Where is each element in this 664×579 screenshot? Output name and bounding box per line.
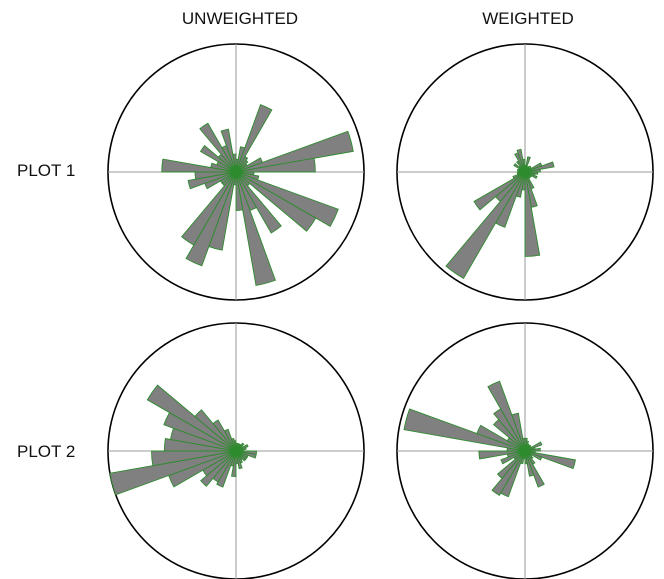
- rose-petal: [232, 153, 237, 173]
- rose-petal: [524, 168, 541, 173]
- rose-petal: [512, 171, 526, 180]
- rose-petal: [223, 428, 237, 452]
- rose-petal: [496, 450, 526, 480]
- rose-petal: [522, 437, 526, 452]
- row-label-plot-2: PLOT 2: [17, 442, 76, 461]
- rose-petal: [524, 450, 528, 465]
- rose-petal: [231, 437, 237, 452]
- rose-petal: [445, 171, 526, 280]
- rose-petal: [524, 161, 555, 173]
- rose-petal: [235, 443, 249, 452]
- rose-petal: [476, 424, 526, 452]
- rose-petal: [199, 122, 237, 173]
- row-label-plot-1: PLOT 1: [17, 161, 76, 180]
- rose-petal: [200, 450, 237, 487]
- rose-plot-1-weighted: [396, 43, 654, 301]
- rose-petal: [500, 450, 526, 465]
- rose-petal: [478, 450, 526, 460]
- rose-petal: [511, 412, 526, 452]
- rose-plot-1-unweighted: [107, 43, 365, 301]
- rose-petal: [524, 171, 541, 257]
- rose-plot-2-unweighted: [107, 322, 365, 579]
- rose-petal: [194, 409, 237, 452]
- rose-petal: [235, 171, 339, 228]
- rose-petal: [220, 128, 237, 173]
- rose-petal: [524, 441, 543, 452]
- rose-petal: [233, 440, 237, 452]
- column-label-unweighted: UNWEIGHTED: [181, 9, 299, 28]
- rose-petal: [212, 419, 237, 452]
- rose-petal: [235, 157, 316, 173]
- rose-petal: [487, 380, 526, 452]
- rose-petal: [524, 447, 541, 452]
- rose-petal: [235, 171, 282, 234]
- rose-petal: [185, 171, 237, 267]
- rose-petal: [235, 171, 244, 211]
- rose-petal: [235, 450, 243, 470]
- rose-petal: [403, 408, 526, 452]
- rose-petal: [473, 171, 526, 211]
- rose-petal: [151, 450, 237, 467]
- rose-petal: [522, 158, 526, 173]
- rose-plot-2-weighted: [396, 322, 654, 579]
- column-label-weighted: WEIGHTED: [482, 9, 574, 28]
- rose-petal: [524, 450, 545, 488]
- rose-petal: [524, 450, 535, 477]
- rose-petal: [235, 130, 354, 173]
- rose-petal: [235, 171, 317, 232]
- rose-petal: [181, 171, 237, 246]
- rose-petal: [187, 171, 237, 190]
- rose-petal: [491, 450, 526, 496]
- rose-petal: [235, 171, 276, 286]
- rose-petal: [109, 450, 237, 496]
- rose-petal: [516, 148, 526, 173]
- rose-petal: [235, 104, 273, 173]
- rose-petal: [199, 145, 237, 173]
- rose-petal: [146, 384, 237, 452]
